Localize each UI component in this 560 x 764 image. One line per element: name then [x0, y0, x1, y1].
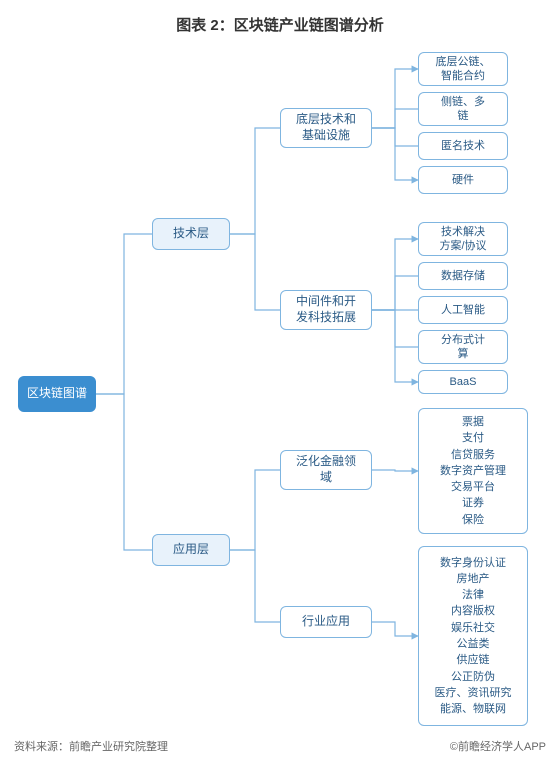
l3-node-infra: 底层技术和 基础设施	[280, 108, 372, 148]
list-item: 房地产	[457, 572, 490, 586]
list-item: 法律	[462, 588, 484, 602]
leaf-fin-list: 票据支付信贷服务数字资产管理交易平台证券保险	[418, 408, 528, 534]
leaf-mid-4: BaaS	[418, 370, 508, 394]
list-item: 医疗、资讯研究	[435, 686, 512, 700]
list-item: 保险	[462, 513, 484, 527]
leaf-infra-1: 侧链、多 链	[418, 92, 508, 126]
leaf-mid-3: 分布式计 算	[418, 330, 508, 364]
l2-node-tech: 技术层	[152, 218, 230, 250]
l3-node-mid: 中间件和开 发科技拓展	[280, 290, 372, 330]
l3-node-fin: 泛化金融领 域	[280, 450, 372, 490]
leaf-mid-1: 数据存储	[418, 262, 508, 290]
leaf-infra-0: 底层公链、 智能合约	[418, 52, 508, 86]
root-node: 区块链图谱	[18, 376, 96, 412]
list-item: 证券	[462, 496, 484, 510]
leaf-infra-3: 硬件	[418, 166, 508, 194]
chart-title: 图表 2：区块链产业链图谱分析	[0, 14, 560, 35]
list-item: 信贷服务	[451, 448, 495, 462]
list-item: 交易平台	[451, 480, 495, 494]
footer-copyright: ©前瞻经济学人APP	[450, 738, 546, 754]
list-item: 公正防伪	[451, 670, 495, 684]
leaf-infra-2: 匿名技术	[418, 132, 508, 160]
l2-node-app: 应用层	[152, 534, 230, 566]
list-item: 数字身份认证	[440, 556, 506, 570]
list-item: 数字资产管理	[440, 464, 506, 478]
leaf-mid-0: 技术解决 方案/协议	[418, 222, 508, 256]
list-item: 支付	[462, 431, 484, 445]
list-item: 公益类	[457, 637, 490, 651]
list-item: 娱乐社交	[451, 621, 495, 635]
list-item: 内容版权	[451, 604, 495, 618]
list-item: 能源、物联网	[440, 702, 506, 716]
l3-node-ind: 行业应用	[280, 606, 372, 638]
list-item: 供应链	[457, 653, 490, 667]
leaf-mid-2: 人工智能	[418, 296, 508, 324]
list-item: 票据	[462, 415, 484, 429]
footer-source: 资料来源：前瞻产业研究院整理	[14, 738, 168, 754]
leaf-ind-list: 数字身份认证房地产法律内容版权娱乐社交公益类供应链公正防伪医疗、资讯研究能源、物…	[418, 546, 528, 726]
